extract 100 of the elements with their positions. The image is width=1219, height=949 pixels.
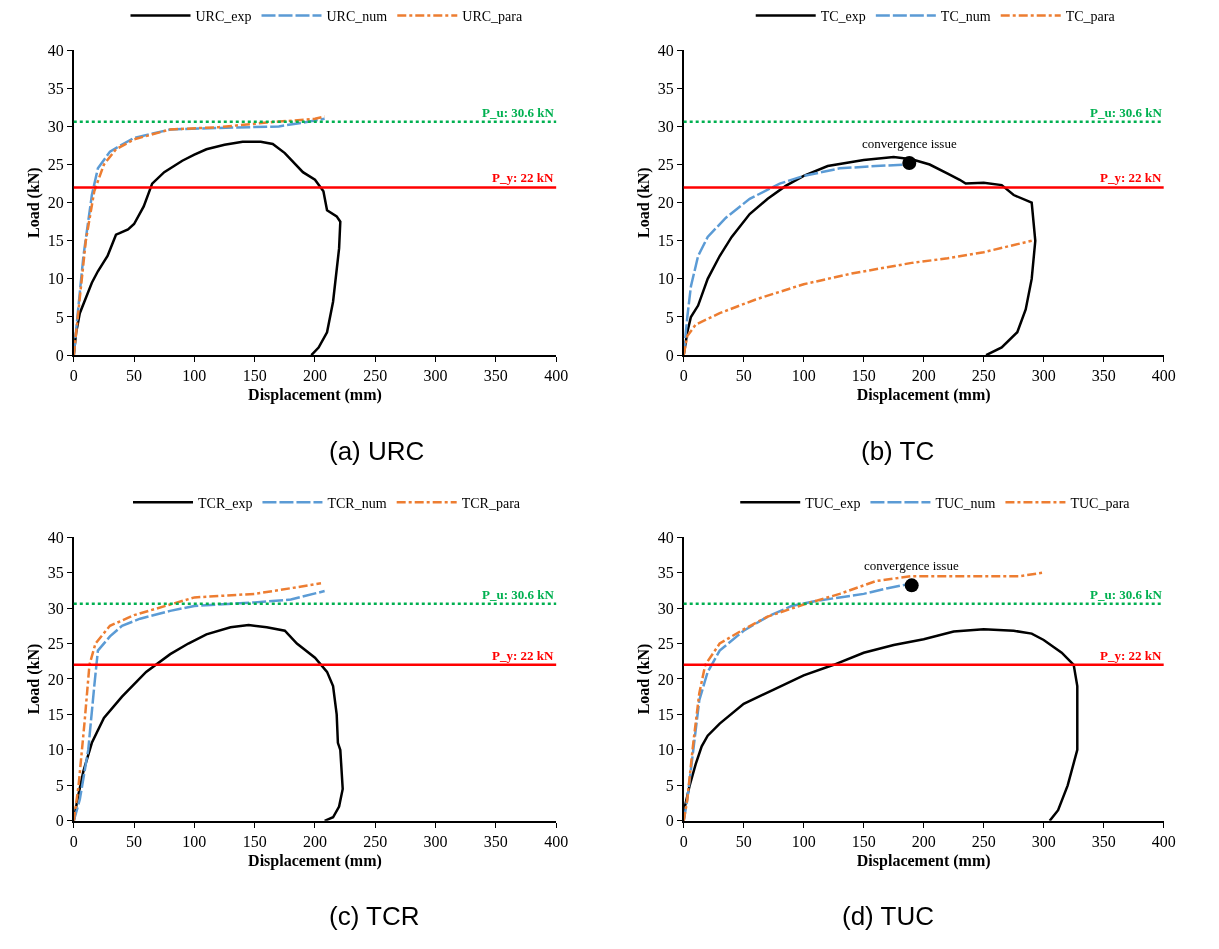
text: (d) TUC xyxy=(842,901,934,931)
y-tick-label: 35 xyxy=(657,564,674,582)
legend-label: TC_exp xyxy=(820,9,866,25)
x-tick-label: 400 xyxy=(544,367,569,385)
x-tick-label: 300 xyxy=(1031,367,1056,385)
x-tick-label: 100 xyxy=(182,832,207,850)
y-tick-label: 15 xyxy=(657,232,674,250)
ref-line-label: P_y: 22 kN xyxy=(1100,648,1162,663)
annotation: convergence issue xyxy=(864,558,959,573)
x-tick-label: 150 xyxy=(851,832,876,850)
legend-label: TCR_num xyxy=(327,495,387,511)
x-tick-label: 0 xyxy=(679,367,688,385)
x-tick-label: 350 xyxy=(483,367,508,385)
text: (c) TCR xyxy=(329,901,420,931)
x-tick-label: 300 xyxy=(1031,832,1056,850)
x-tick-label: 50 xyxy=(735,832,752,850)
y-tick-label: 10 xyxy=(657,270,674,288)
y-tick-label: 20 xyxy=(657,670,674,688)
x-tick-label: 100 xyxy=(182,367,207,385)
x-tick-label: 250 xyxy=(971,832,996,850)
x-tick-label: 200 xyxy=(302,832,327,850)
x-tick-label: 200 xyxy=(302,367,327,385)
y-tick-label: 20 xyxy=(47,194,64,212)
line-series xyxy=(683,239,1033,356)
text: (a) URC xyxy=(329,436,425,466)
x-tick-label: 200 xyxy=(911,367,936,385)
y-tick-label: 0 xyxy=(665,812,674,830)
y-tick-label: 10 xyxy=(47,741,64,759)
ref-line-label: P_y: 22 kN xyxy=(1100,170,1162,185)
x-tick-label: 200 xyxy=(911,832,936,850)
y-tick-label: 5 xyxy=(665,308,674,326)
x-tick-label: 250 xyxy=(363,367,388,385)
y-tick-label: 40 xyxy=(657,528,674,546)
x-tick-label: 50 xyxy=(735,367,752,385)
y-tick-label: 15 xyxy=(657,706,674,724)
y-tick-label: 10 xyxy=(47,270,64,288)
x-tick-label: 350 xyxy=(1091,832,1116,850)
y-tick-label: 20 xyxy=(47,670,64,688)
ref-line-label: P_u: 30.6 kN xyxy=(1090,587,1163,602)
x-axis-title: Displacement (mm) xyxy=(248,851,382,870)
x-tick-label: 0 xyxy=(69,832,78,850)
y-tick-label: 20 xyxy=(657,194,674,212)
legend-label: URC_num xyxy=(326,9,388,25)
x-axis-title: Displacement (mm) xyxy=(856,386,991,405)
text: (b) TC xyxy=(861,436,935,466)
line-series xyxy=(683,571,1045,821)
legend-label: TC_para xyxy=(1065,9,1116,25)
y-tick-label: 15 xyxy=(47,232,64,250)
annotation: convergence issue xyxy=(862,136,957,151)
legend-label: TUC_para xyxy=(1070,495,1131,511)
ref-line-label: P_u: 30.6 kN xyxy=(482,105,555,120)
y-axis-title: Load (kN) xyxy=(25,643,44,715)
x-tick-label: 350 xyxy=(1091,367,1116,385)
y-tick-label: 30 xyxy=(657,599,674,617)
y-tick-label: 35 xyxy=(47,79,64,97)
y-tick-label: 30 xyxy=(47,118,64,136)
x-tick-label: 150 xyxy=(242,832,267,850)
legend-label: TUC_exp xyxy=(805,495,861,511)
y-tick-label: 15 xyxy=(47,706,64,724)
legend-label: URC_exp xyxy=(195,9,252,25)
legend-label: TUC_num xyxy=(935,495,996,511)
y-tick-label: 5 xyxy=(665,776,674,794)
y-tick-label: 40 xyxy=(47,528,64,546)
legend-label: URC_para xyxy=(462,9,523,25)
y-tick-label: 0 xyxy=(665,346,674,364)
x-axis-title: Displacement (mm) xyxy=(856,851,991,870)
y-tick-label: 35 xyxy=(657,79,674,97)
y-axis-title: Load (kN) xyxy=(25,167,44,238)
y-tick-label: 30 xyxy=(657,118,674,136)
x-tick-label: 300 xyxy=(423,367,448,385)
y-tick-label: 5 xyxy=(55,776,64,794)
x-tick-label: 150 xyxy=(242,367,267,385)
x-tick-label: 0 xyxy=(679,832,688,850)
legend-label: TC_num xyxy=(940,9,991,25)
ref-line-label: P_u: 30.6 kN xyxy=(1090,105,1163,120)
y-tick-label: 0 xyxy=(55,812,64,830)
y-tick-label: 30 xyxy=(47,599,64,617)
x-tick-label: 250 xyxy=(971,367,996,385)
x-tick-label: 400 xyxy=(1151,367,1176,385)
x-tick-label: 100 xyxy=(791,832,816,850)
x-tick-label: 150 xyxy=(851,367,876,385)
y-tick-label: 0 xyxy=(55,346,64,364)
ref-line-label: P_u: 30.6 kN xyxy=(482,587,555,602)
y-tick-label: 40 xyxy=(47,41,64,59)
x-tick-label: 250 xyxy=(363,832,388,850)
y-tick-label: 25 xyxy=(657,156,674,174)
legend-label: TCR_para xyxy=(461,495,521,511)
ref-line-label: P_y: 22 kN xyxy=(492,648,554,663)
y-tick-label: 25 xyxy=(47,635,64,653)
y-tick-label: 5 xyxy=(55,308,64,326)
x-tick-label: 0 xyxy=(69,367,78,385)
y-axis-title: Load (kN) xyxy=(635,643,654,715)
y-tick-label: 35 xyxy=(47,564,64,582)
x-tick-label: 100 xyxy=(791,367,816,385)
y-axis-title: Load (kN) xyxy=(635,167,654,238)
y-tick-label: 10 xyxy=(657,741,674,759)
x-tick-label: 50 xyxy=(126,367,143,385)
y-tick-label: 25 xyxy=(47,156,64,174)
x-axis-title: Displacement (mm) xyxy=(248,386,382,405)
x-tick-label: 50 xyxy=(126,832,143,850)
